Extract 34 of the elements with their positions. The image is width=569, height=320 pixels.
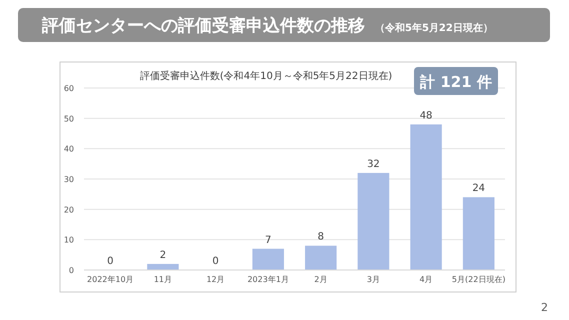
x-tick-label: 11月 xyxy=(154,275,172,284)
data-label: 7 xyxy=(265,234,272,246)
bar xyxy=(252,248,284,270)
x-tick-label: 4月 xyxy=(420,275,433,284)
data-label: 24 xyxy=(472,183,486,194)
y-tick-label: 20 xyxy=(64,205,74,214)
x-tick-label: 2023年1月 xyxy=(247,275,289,284)
data-label: 48 xyxy=(420,110,432,122)
annotation: 計 121 件 xyxy=(419,73,492,91)
x-tick-label: 3月 xyxy=(366,275,380,284)
y-tick-label: 10 xyxy=(64,236,74,245)
text: 評価受審申込件数(令和4年10月～令和5年5月22日現在) xyxy=(140,70,392,82)
data-label: 0 xyxy=(107,256,114,267)
bar xyxy=(147,264,179,270)
y-tick-label: 60 xyxy=(64,84,74,93)
y-tick-label: 50 xyxy=(64,114,74,124)
x-tick-label: 12月 xyxy=(206,275,225,284)
chart-subtitle: （令和5年5月22日現在） xyxy=(375,22,493,34)
y-tick-label: 0 xyxy=(68,266,74,275)
data-label: 0 xyxy=(212,256,219,267)
bar xyxy=(305,246,337,270)
chart-title: 評価センターへの評価受審申込件数の推移 xyxy=(41,16,365,36)
x-tick-label: 2月 xyxy=(314,275,328,284)
y-tick-label: 40 xyxy=(64,144,74,154)
x-tick-label: 2022年10月 xyxy=(87,275,134,284)
data-label: 2 xyxy=(160,250,166,261)
bar xyxy=(462,197,494,270)
x-tick-label: 5月(22日現在) xyxy=(452,275,506,284)
text: 2 xyxy=(541,301,548,314)
y-tick-label: 30 xyxy=(64,175,74,184)
data-label: 32 xyxy=(367,158,380,170)
bar xyxy=(410,124,442,270)
data-label: 8 xyxy=(318,232,324,243)
bar xyxy=(358,172,390,270)
